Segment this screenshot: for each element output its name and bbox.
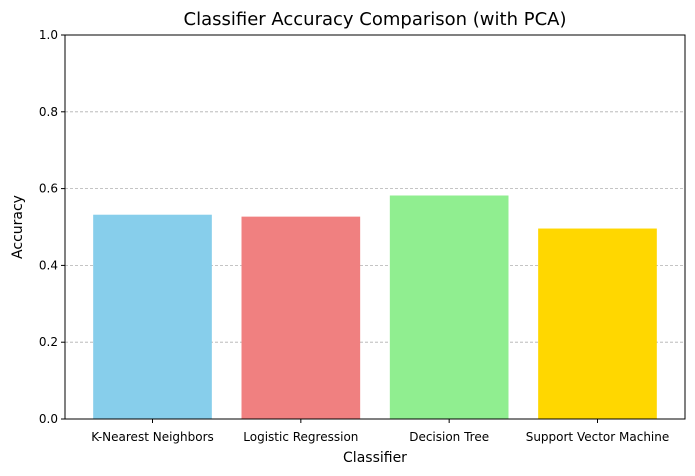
y-axis-ticks: 0.0 0.2 0.4 0.6 0.8 1.0 xyxy=(39,28,65,426)
x-tick-label: Logistic Regression xyxy=(243,430,358,444)
x-tick-label: Support Vector Machine xyxy=(526,430,670,444)
x-axis-ticks: K-Nearest Neighbors Logistic Regression De… xyxy=(91,419,669,444)
y-tick-label: 0.8 xyxy=(39,105,58,119)
chart-title: Classifier Accuracy Comparison (with PCA… xyxy=(184,9,567,30)
y-tick-label: 0.4 xyxy=(39,258,58,272)
y-tick-label: 1.0 xyxy=(39,28,58,42)
y-axis-label: Accuracy xyxy=(10,195,26,259)
plot-frame xyxy=(64,34,686,420)
x-tick-label: K-Nearest Neighbors xyxy=(91,430,214,444)
x-axis-label: Classifier xyxy=(343,450,407,466)
bars xyxy=(93,195,657,419)
y-tick-label: 0.2 xyxy=(39,335,58,349)
bar-logistic-regression xyxy=(241,216,361,419)
y-tick-label: 0.0 xyxy=(39,412,58,426)
bar-k-nearest-neighbors xyxy=(93,214,212,419)
x-tick-label: Decision Tree xyxy=(409,430,489,444)
y-tick-label: 0.6 xyxy=(39,182,58,196)
bar-decision-tree xyxy=(389,195,509,419)
bar-support-vector-machine xyxy=(538,228,657,419)
